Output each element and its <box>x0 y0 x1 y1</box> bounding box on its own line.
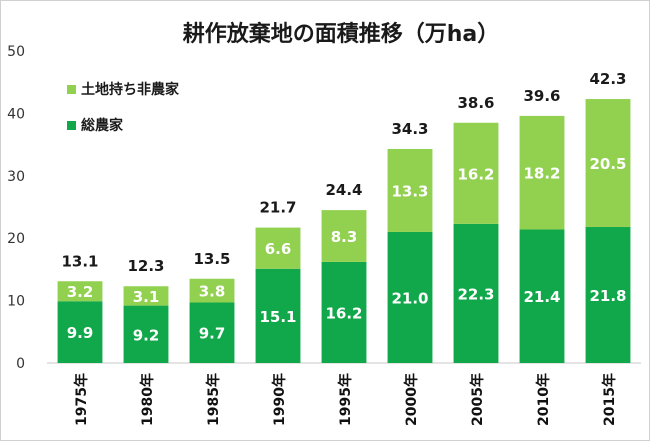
x-tick-label: 2005年 <box>469 373 486 426</box>
y-tick-label: 20 <box>7 231 25 247</box>
total-label: 13.1 <box>61 252 98 270</box>
legend-swatch <box>67 121 76 130</box>
bar-segment-non-farm-owner <box>321 210 367 262</box>
bar-segment-total-farm <box>321 261 367 363</box>
data-label: 18.2 <box>523 165 560 183</box>
total-label: 34.3 <box>391 120 428 138</box>
chart-title: 耕作放棄地の面積推移（万ha） <box>183 21 500 47</box>
bar-segment-non-farm-owner <box>123 286 169 306</box>
data-label: 20.5 <box>589 155 626 173</box>
data-label: 3.2 <box>67 283 94 301</box>
bar-segment-non-farm-owner <box>255 227 301 269</box>
bars: 9.9 3.2 13.1 9.2 3.1 12.3 9.7 3.8 13.5 15.1 6.6 21.… <box>57 70 631 363</box>
bar-segment-total-farm <box>519 229 565 363</box>
bar-segment-non-farm-owner <box>189 278 235 303</box>
x-tick-label: 2010年 <box>535 373 552 426</box>
x-tick-label: 1995年 <box>337 373 354 426</box>
total-label: 13.5 <box>193 250 230 268</box>
data-label: 3.1 <box>133 288 160 306</box>
total-label: 39.6 <box>523 87 560 105</box>
x-axis: 1975年 1980年 1985年 1990年 1995年 2000年 2005年 2010年… <box>73 373 618 426</box>
bar-segment-total-farm <box>255 268 301 363</box>
data-label: 21.8 <box>589 287 626 305</box>
bar-segment-total-farm <box>387 231 433 363</box>
x-tick-label: 2015年 <box>601 373 618 426</box>
data-label: 16.2 <box>457 165 494 183</box>
x-tick-label: 2000年 <box>403 373 420 426</box>
data-label: 21.4 <box>523 288 560 306</box>
bar-segment-total-farm <box>453 223 499 363</box>
bar-segment-non-farm-owner <box>453 122 499 224</box>
data-label: 15.1 <box>259 308 296 326</box>
data-label: 9.2 <box>133 326 160 344</box>
y-tick-label: 10 <box>7 294 25 310</box>
data-label: 21.0 <box>391 289 428 307</box>
y-tick-label: 40 <box>7 106 25 122</box>
data-label: 9.9 <box>67 324 94 342</box>
bar-segment-non-farm-owner <box>519 115 565 230</box>
bar-segment-total-farm <box>585 226 631 363</box>
total-label: 38.6 <box>457 94 494 112</box>
bar-segment-total-farm <box>57 301 103 363</box>
legend-label: 土地持ち非農家 <box>81 81 180 98</box>
data-label: 22.3 <box>457 285 494 303</box>
total-label: 42.3 <box>589 70 626 88</box>
bar-segment-total-farm <box>123 305 169 363</box>
y-tick-label: 0 <box>16 356 25 372</box>
data-label: 9.7 <box>199 325 226 343</box>
total-label: 21.7 <box>259 199 296 217</box>
x-tick-label: 1975年 <box>73 373 90 426</box>
x-tick-label: 1985年 <box>205 373 222 426</box>
legend-label: 総農家 <box>81 117 124 134</box>
data-label: 16.2 <box>325 304 362 322</box>
x-tick-label: 1990年 <box>271 373 288 426</box>
bar-segment-total-farm <box>189 302 235 363</box>
total-label: 12.3 <box>127 257 164 275</box>
bar-segment-non-farm-owner <box>585 99 631 227</box>
data-label: 13.3 <box>391 182 428 200</box>
data-label: 3.8 <box>199 283 226 301</box>
y-tick-label: 30 <box>7 169 25 185</box>
data-label: 6.6 <box>265 240 292 258</box>
y-tick-label: 50 <box>7 44 25 60</box>
data-label: 8.3 <box>331 228 358 246</box>
total-label: 24.4 <box>325 181 362 199</box>
bar-segment-non-farm-owner <box>387 148 433 232</box>
x-tick-label: 1980年 <box>139 373 156 426</box>
legend-swatch <box>67 85 76 94</box>
bar-segment-non-farm-owner <box>57 281 103 302</box>
